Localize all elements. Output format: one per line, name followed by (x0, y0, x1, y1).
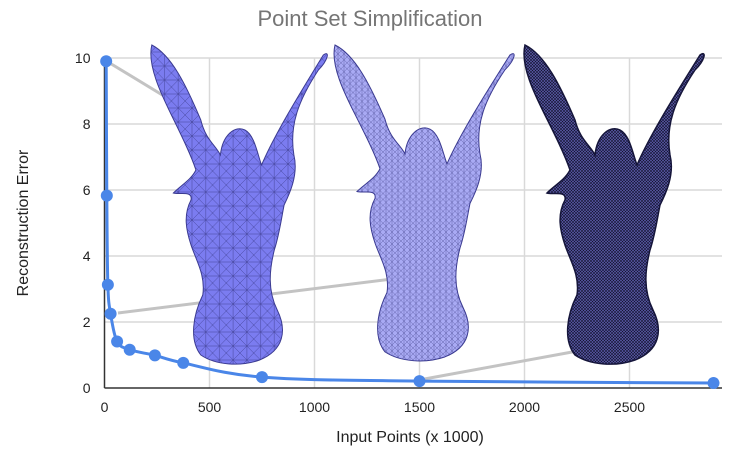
statue-medium-image (333, 44, 515, 362)
x-tick-label: 2000 (509, 399, 540, 415)
y-axis-label: Reconstruction Error (15, 149, 32, 296)
y-tick-label: 2 (83, 314, 91, 330)
statue-coarse-image (150, 44, 328, 365)
connector-dense (418, 348, 584, 382)
x-tick-label: 1000 (299, 399, 330, 415)
data-point (101, 278, 114, 291)
y-tick-label: 10 (75, 50, 91, 66)
x-tick-label: 2500 (614, 399, 645, 415)
data-point (104, 307, 117, 320)
data-point (177, 356, 190, 369)
y-tick-label: 8 (83, 116, 91, 132)
y-tick-label: 0 (83, 380, 91, 396)
x-axis-label: Input Points (x 1000) (336, 429, 484, 446)
data-point (413, 375, 426, 388)
data-point (148, 349, 161, 362)
data-point (111, 335, 124, 348)
chart-title: Point Set Simplification (258, 6, 483, 31)
x-tick-label: 1500 (404, 399, 435, 415)
y-tick-label: 6 (83, 182, 91, 198)
data-point (100, 189, 113, 202)
data-point (256, 371, 268, 384)
statue-dense-image (523, 44, 705, 365)
data-point (707, 377, 720, 390)
y-tick-label: 4 (83, 248, 91, 264)
x-tick-label: 0 (101, 399, 109, 415)
axes: 0 2 4 6 8 10 0 500 1000 1500 2000 2500 (75, 50, 722, 415)
x-tick-label: 500 (198, 399, 222, 415)
data-point (100, 55, 113, 68)
data-point (123, 343, 136, 356)
series-line (100, 55, 720, 390)
